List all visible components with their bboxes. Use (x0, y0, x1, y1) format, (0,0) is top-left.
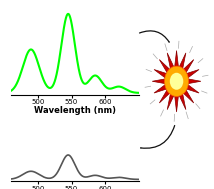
FancyArrowPatch shape (141, 125, 175, 148)
FancyArrowPatch shape (140, 31, 169, 42)
Circle shape (170, 73, 183, 90)
Polygon shape (152, 50, 201, 112)
Circle shape (165, 66, 189, 96)
X-axis label: Wavelength (nm): Wavelength (nm) (34, 106, 116, 115)
